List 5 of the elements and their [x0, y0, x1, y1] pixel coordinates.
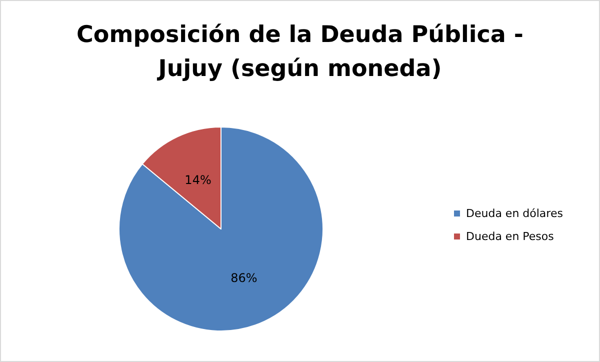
data-label: 14% [184, 173, 212, 188]
legend-label: Dueda en Pesos [466, 230, 554, 243]
data-label: 86% [230, 270, 258, 285]
chart-title: Composición de la Deuda Pública - Jujuy (según moneda) [76, 22, 524, 82]
legend-label: Deuda en dólares [466, 207, 564, 220]
